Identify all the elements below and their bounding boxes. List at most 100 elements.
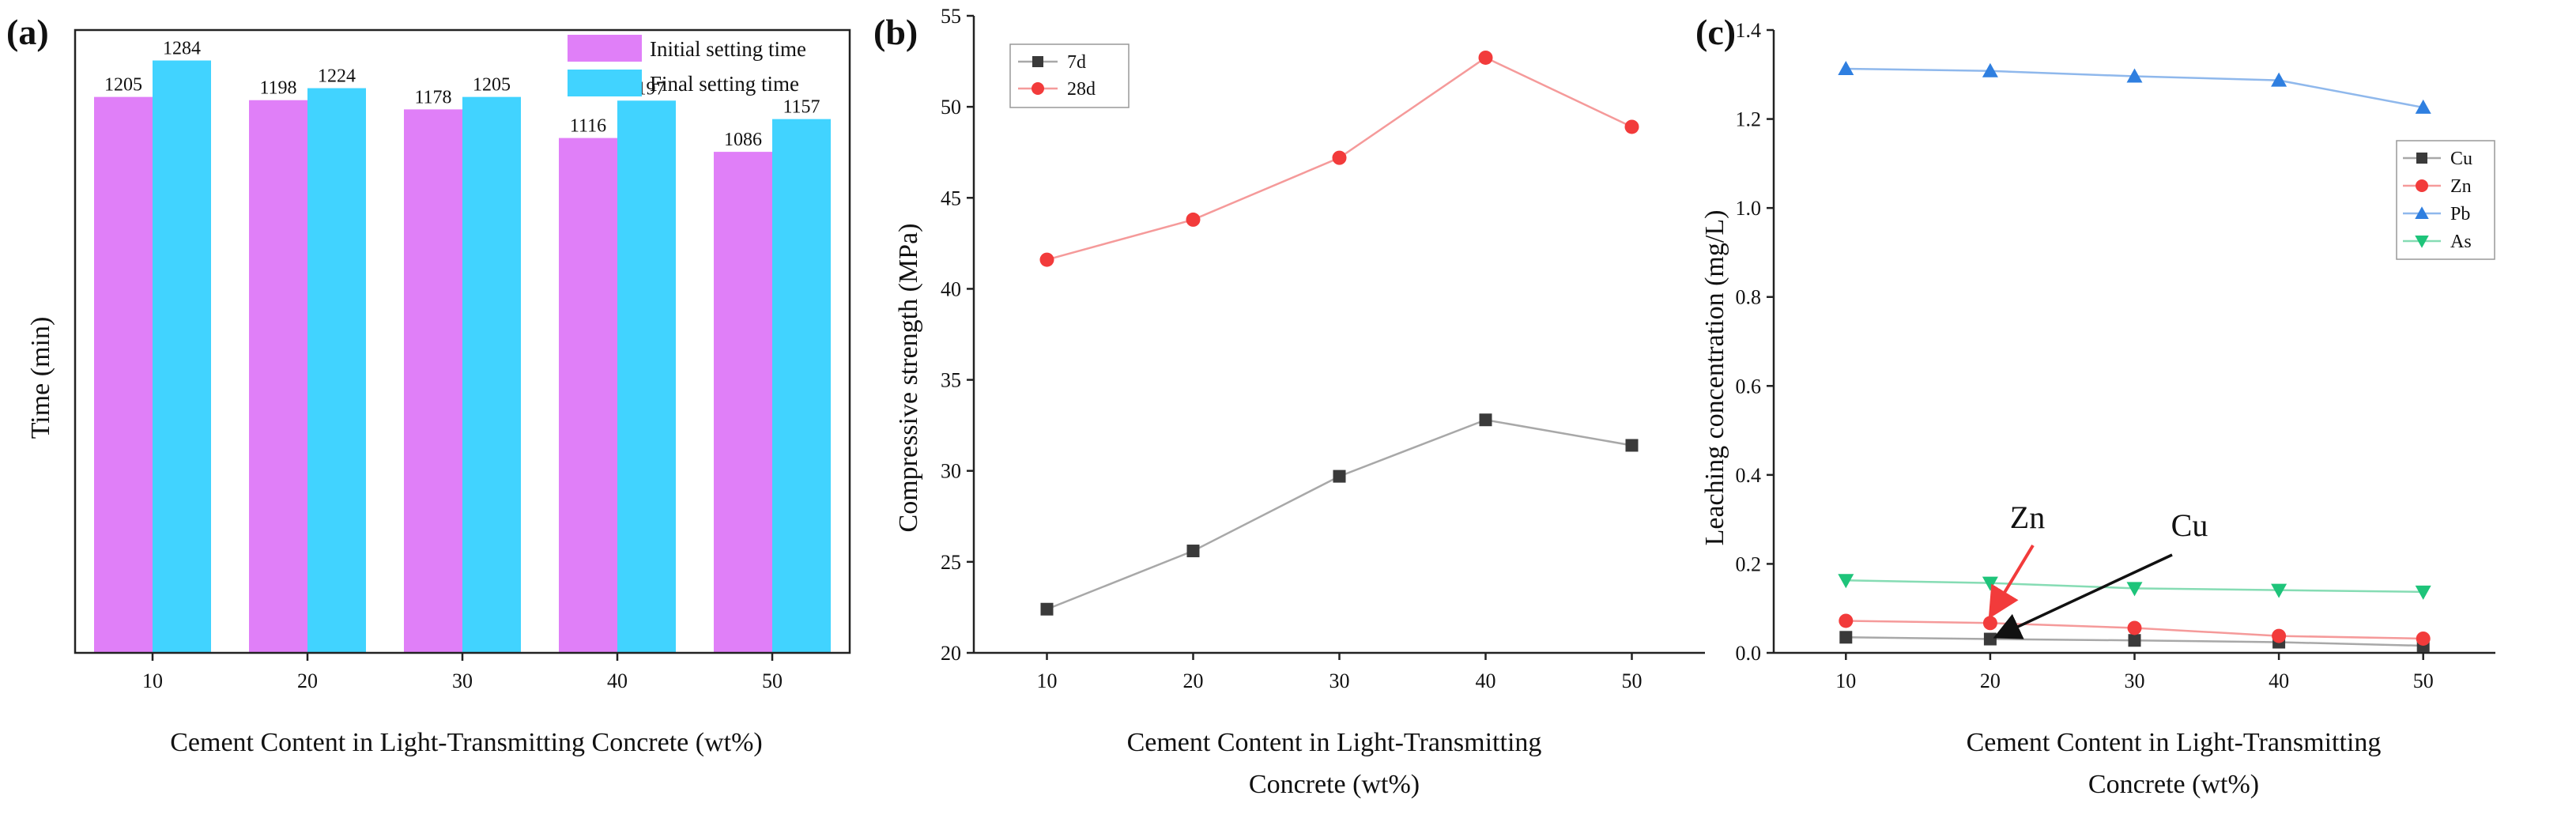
point-28d-20 [1186, 212, 1201, 227]
point-7d-30 [1333, 469, 1346, 483]
bar-final-setting-time-50 [772, 119, 831, 654]
point-Pb-10 [1838, 60, 1854, 75]
y-tick-label-20: 20 [941, 642, 961, 665]
point-As-30 [2126, 582, 2143, 597]
legend-marker-Zn [2416, 179, 2428, 192]
y-tick-label-0.6: 0.6 [1736, 375, 1762, 398]
y-tick-label-1: 1.0 [1736, 197, 1762, 220]
point-28d-10 [1039, 252, 1054, 267]
legend-label-7d: 7d [1067, 52, 1086, 73]
panel-c-legend: Cu Zn Pb As [2396, 140, 2495, 260]
point-As-50 [2415, 585, 2431, 600]
y-tick-label-40: 40 [941, 277, 961, 300]
point-Pb-40 [2271, 72, 2287, 87]
legend-swatch-final [568, 70, 642, 96]
x-tick-label-30: 30 [1329, 669, 1350, 692]
x-tick-label-20: 20 [1980, 669, 2001, 692]
point-Zn-10 [1839, 613, 1854, 628]
x-tick-label-30: 30 [2125, 669, 2145, 692]
panel-b-line-chart: (b) Compressive strength (MPa) Cement Co… [873, 5, 1705, 799]
x-tick-label-10: 10 [1037, 669, 1058, 692]
legend-label-initial: Initial setting time [650, 37, 806, 61]
point-Pb-50 [2415, 99, 2431, 114]
panel-b-axes: 10 20 30 40 50 20 25 30 35 40 45 50 55 [941, 5, 1705, 692]
point-7d-50 [1625, 439, 1639, 452]
point-Pb-30 [2126, 68, 2143, 83]
data-label-final-50: 1157 [783, 97, 820, 118]
data-label-final-10: 1284 [163, 39, 201, 59]
panel-c-x-axis-title-line1: Cement Content in Light-Transmitting [1967, 728, 2382, 757]
annotation-cu-text: Cu [2171, 507, 2208, 543]
x-tick-label-50: 50 [1622, 669, 1643, 692]
data-label-initial-10: 1205 [104, 75, 142, 96]
panel-c-annotations: Zn Cu [1988, 500, 2208, 639]
panel-c-x-axis-title-line2: Concrete (wt%) [2088, 770, 2259, 799]
x-tick-label-40: 40 [1476, 669, 1496, 692]
point-As-10 [1838, 574, 1854, 589]
panel-a-bars [94, 60, 831, 654]
data-label-initial-30: 1178 [414, 87, 451, 107]
panel-a-legend: Initial setting time Final setting time [568, 35, 806, 96]
bar-initial-setting-time-50 [714, 152, 772, 653]
panel-a-bar-chart: (a) Time (min) Cement Content in Light-T… [6, 12, 851, 757]
point-Zn-20 [1982, 616, 1997, 631]
point-Pb-20 [1982, 62, 1998, 77]
panel-a-x-axis-title: Cement Content in Light-Transmitting Con… [170, 728, 762, 757]
panel-c-line-chart: (c) Leaching concentration (mg/L) Cement… [1695, 12, 2495, 799]
x-tick-label-20: 20 [1183, 669, 1204, 692]
point-Zn-30 [2127, 620, 2142, 635]
panel-b-series [1039, 50, 1639, 616]
panel-b-x-axis-title-line1: Cement Content in Light-Transmitting [1127, 728, 1542, 757]
legend-frame [1009, 43, 1130, 108]
data-label-final-20: 1224 [318, 66, 356, 87]
bar-final-setting-time-30 [462, 96, 521, 654]
y-tick-label-0.4: 0.4 [1736, 464, 1762, 487]
point-Zn-50 [2416, 631, 2431, 646]
panel-c-axes: 10 20 30 40 50 0.0 0.2 0.4 0.6 0.8 1.0 1.2 1.4 [1736, 19, 2495, 692]
legend-frame [2396, 140, 2495, 260]
panel-a-label: (a) [6, 12, 49, 52]
bar-final-setting-time-40 [617, 100, 676, 654]
point-28d-30 [1332, 150, 1347, 165]
x-tick-label-30: 30 [452, 669, 473, 692]
y-tick-label-35: 35 [941, 369, 961, 392]
panel-b-x-axis-title-line2: Concrete (wt%) [1249, 770, 1420, 799]
bar-initial-setting-time-40 [559, 138, 617, 653]
y-tick-label-50: 50 [941, 96, 961, 119]
point-7d-40 [1479, 413, 1492, 427]
legend-label-As: As [2450, 232, 2472, 252]
annotation-zn-arrow [1988, 544, 2035, 620]
y-tick-label-1.2: 1.2 [1736, 108, 1762, 131]
legend-label-Pb: Pb [2450, 204, 2470, 224]
bar-initial-setting-time-20 [249, 100, 307, 653]
panel-c-y-axis-title: Leaching concentration (mg/L) [1700, 210, 1729, 546]
bar-initial-setting-time-10 [94, 96, 153, 654]
panel-a-y-axis-title: Time (min) [26, 317, 55, 439]
legend-marker-7d [1032, 56, 1043, 67]
panel-c-label: (c) [1695, 12, 1736, 52]
x-tick-label-40: 40 [2269, 669, 2289, 692]
x-tick-label-50: 50 [2413, 669, 2434, 692]
y-tick-label-0: 0.0 [1736, 642, 1762, 665]
x-tick-label-40: 40 [607, 669, 628, 692]
legend-label-28d: 28d [1067, 79, 1096, 100]
data-label-final-30: 1205 [473, 75, 511, 96]
bar-final-setting-time-10 [153, 60, 211, 654]
x-tick-label-20: 20 [297, 669, 318, 692]
point-28d-50 [1624, 119, 1639, 134]
legend-label-Cu: Cu [2450, 149, 2472, 169]
annotation-zn-text: Zn [2010, 500, 2045, 535]
x-tick-label-10: 10 [142, 669, 163, 692]
x-tick-label-50: 50 [762, 669, 783, 692]
point-7d-10 [1040, 602, 1054, 616]
bar-initial-setting-time-30 [404, 109, 462, 653]
bar-final-setting-time-20 [307, 88, 366, 653]
data-label-initial-40: 1116 [570, 116, 606, 137]
data-label-initial-20: 1198 [259, 78, 296, 99]
legend-marker-As [2415, 236, 2429, 248]
legend-marker-Pb [2415, 206, 2429, 219]
legend-label-final: Final setting time [650, 72, 799, 96]
panel-c-series [1838, 60, 2431, 652]
